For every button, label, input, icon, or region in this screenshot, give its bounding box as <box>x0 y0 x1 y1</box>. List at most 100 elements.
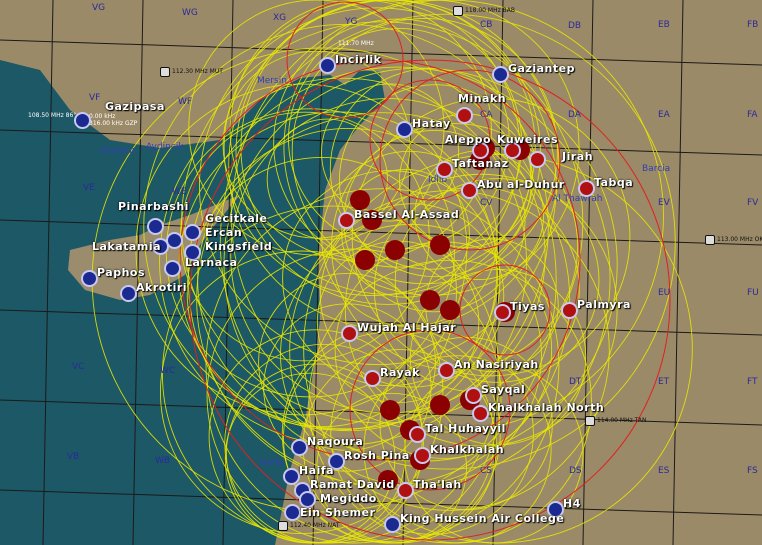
airfield-icon[interactable] <box>299 491 316 508</box>
airfield-icon[interactable] <box>472 405 489 422</box>
airfield-label[interactable]: Akrotiri <box>136 281 188 294</box>
airfield-icon[interactable] <box>291 439 308 456</box>
airfield-icon[interactable] <box>414 447 431 464</box>
airfield-label[interactable]: Abu al-Duhur <box>477 178 565 191</box>
airfield-label[interactable]: Larnaca <box>185 256 238 269</box>
airfield-icon[interactable] <box>494 304 511 321</box>
grid-label: FB <box>747 20 759 30</box>
enemy-unit-cluster <box>430 395 450 415</box>
airfield-label[interactable]: Incirlik <box>335 53 382 66</box>
airfield-label[interactable]: Tabqa <box>594 176 634 189</box>
airfield-icon[interactable] <box>438 362 455 379</box>
grid-label: CB <box>480 20 493 30</box>
airfield-label[interactable]: H4 <box>563 497 581 510</box>
airfield-icon[interactable] <box>578 180 595 197</box>
airfield-label[interactable]: Haifa <box>299 464 335 477</box>
airfield-icon[interactable] <box>319 57 336 74</box>
sam-ring <box>286 1 404 119</box>
threat-ring <box>266 118 388 240</box>
airfield-icon[interactable] <box>461 182 478 199</box>
grid-label: DS <box>569 466 582 476</box>
airfield-label[interactable]: Pinarbashi <box>118 200 189 213</box>
airfield-icon[interactable] <box>74 112 91 129</box>
threat-ring <box>159 250 444 534</box>
airfield-icon[interactable] <box>409 426 426 443</box>
airfield-icon[interactable] <box>529 151 546 168</box>
airfield-icon[interactable] <box>338 212 355 229</box>
airfield-label[interactable]: Sayqal <box>481 383 526 396</box>
airfield-label[interactable]: Khalkhalah North <box>488 401 605 414</box>
airfield-icon[interactable] <box>456 107 473 124</box>
airfield-icon[interactable] <box>164 260 181 277</box>
airfield-label[interactable]: Kuweires <box>497 133 558 146</box>
airfield-icon[interactable] <box>81 270 98 287</box>
airfield-icon[interactable] <box>284 504 301 521</box>
airfield-label[interactable]: Rosh Pina <box>344 449 410 462</box>
grid-line <box>0 39 762 66</box>
airfield-icon[interactable] <box>397 482 414 499</box>
airfield-icon[interactable] <box>436 161 453 178</box>
grid-label: VC <box>72 362 85 372</box>
airfield-label[interactable]: Gecitkale <box>205 212 268 225</box>
airfield-label[interactable]: Hatay <box>412 117 451 130</box>
threat-ring <box>330 331 534 535</box>
grid-line <box>132 0 144 545</box>
airfield-label[interactable]: Jirah <box>562 150 594 163</box>
airfield-label[interactable]: Ramat David <box>310 478 395 491</box>
airfield-icon[interactable] <box>184 224 201 241</box>
airfield-label[interactable]: Ercan <box>205 226 243 239</box>
airfield-label[interactable]: Tiyas <box>510 300 545 313</box>
threat-ring <box>282 170 499 387</box>
grid-label: WE <box>172 187 187 197</box>
airfield-label[interactable]: Wujah Al Hajar <box>357 321 457 334</box>
airfield-icon[interactable] <box>328 453 345 470</box>
grid-label: FA <box>747 110 758 120</box>
grid-label: VG <box>92 3 106 13</box>
airfield-label[interactable]: Aleppo <box>445 133 492 146</box>
airfield-label[interactable]: King Hussein Air College <box>400 512 565 525</box>
airfield-icon[interactable] <box>341 325 358 342</box>
airfield-label[interactable]: Ein Shemer <box>300 506 376 519</box>
airfield-label[interactable]: Tha'lah <box>413 478 462 491</box>
airfield-icon[interactable] <box>472 142 489 159</box>
airfield-label[interactable]: Khalkhalah <box>430 443 505 456</box>
threat-ring <box>188 0 445 256</box>
airfield-icon[interactable] <box>561 302 578 319</box>
threat-ring <box>351 97 631 377</box>
airfield-label[interactable]: Kingsfield <box>205 240 273 253</box>
enemy-unit-cluster <box>378 470 398 490</box>
airfield-label[interactable]: Taftanaz <box>452 157 509 170</box>
airfield-icon[interactable] <box>152 238 169 255</box>
airfield-label[interactable]: Lakatamia <box>92 240 162 253</box>
airfield-label[interactable]: Gaziantep <box>508 62 575 75</box>
airfield-icon[interactable] <box>384 516 401 533</box>
sam-ring <box>379 69 561 251</box>
airfield-label[interactable]: Tal Huhayyil <box>425 422 506 435</box>
airfield-icon[interactable] <box>120 285 137 302</box>
airfield-label[interactable]: Bassel Al-Assad <box>354 208 460 221</box>
grid-label: EB <box>658 20 670 30</box>
airfield-label[interactable]: Paphos <box>97 266 145 279</box>
airfield-label[interactable]: An Nasiriyah <box>454 358 539 371</box>
airfield-label[interactable]: Gazipasa <box>105 100 165 113</box>
airfield-icon[interactable] <box>396 121 413 138</box>
threat-ring <box>341 169 470 298</box>
airfield-icon[interactable] <box>283 468 300 485</box>
navaid-beacon: 112.30 MHz MUT <box>160 67 223 77</box>
airfield-label[interactable]: Megiddo <box>320 492 377 505</box>
grid-label: DT <box>569 377 582 387</box>
airfield-icon[interactable] <box>364 370 381 387</box>
airfield-icon[interactable] <box>184 244 201 261</box>
airfield-label[interactable]: Rayak <box>380 366 420 379</box>
airfield-icon[interactable] <box>465 387 482 404</box>
airfield-icon[interactable] <box>492 66 509 83</box>
airfield-icon[interactable] <box>147 218 164 235</box>
airfield-label[interactable]: Palmyra <box>577 298 631 311</box>
airfield-label[interactable]: Minakh <box>458 92 507 105</box>
airfield-icon[interactable] <box>504 142 521 159</box>
airfield-label[interactable]: Naqoura <box>307 435 364 448</box>
airfield-icon[interactable] <box>547 501 564 518</box>
threat-ring <box>338 84 532 278</box>
navaid-beacon: 112.40 MHz NAT <box>278 521 339 531</box>
